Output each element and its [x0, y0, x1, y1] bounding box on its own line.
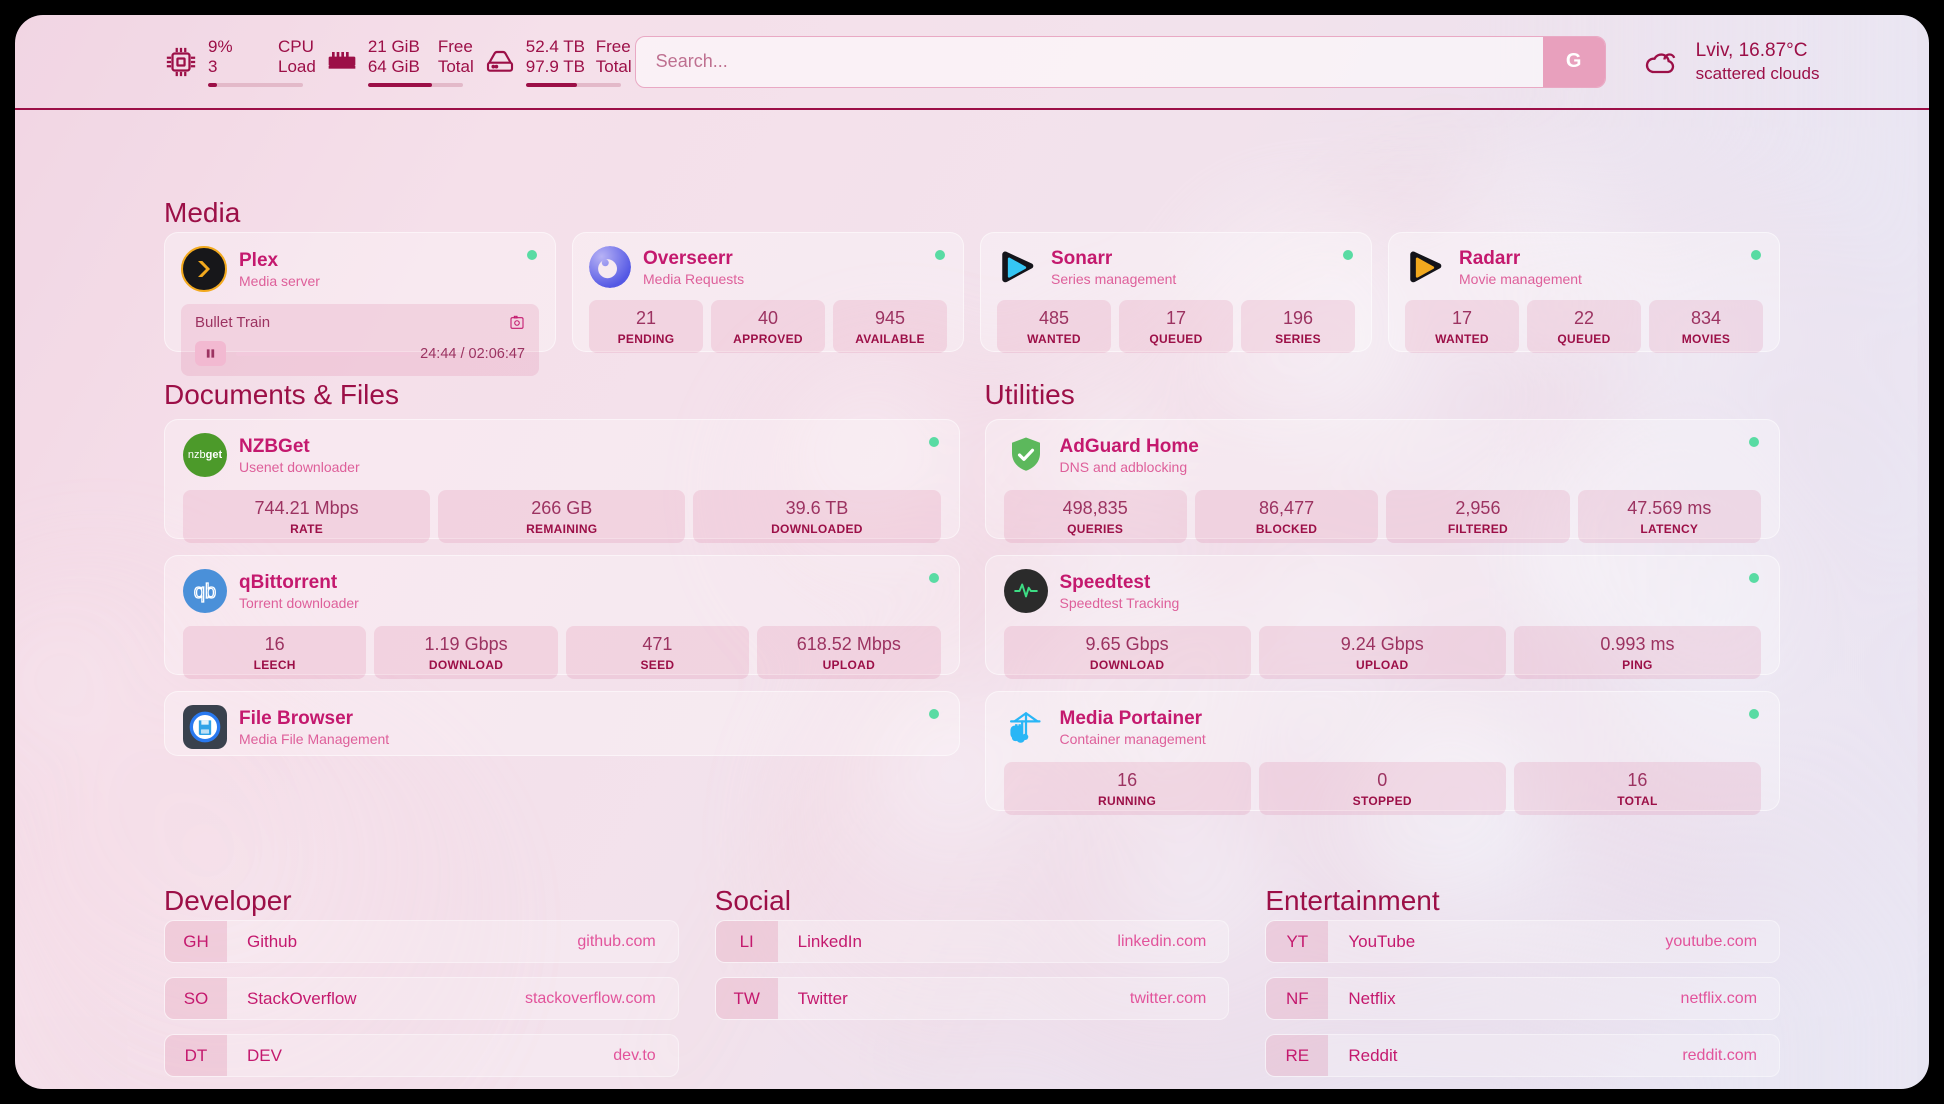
- svg-text:qb: qb: [194, 581, 216, 603]
